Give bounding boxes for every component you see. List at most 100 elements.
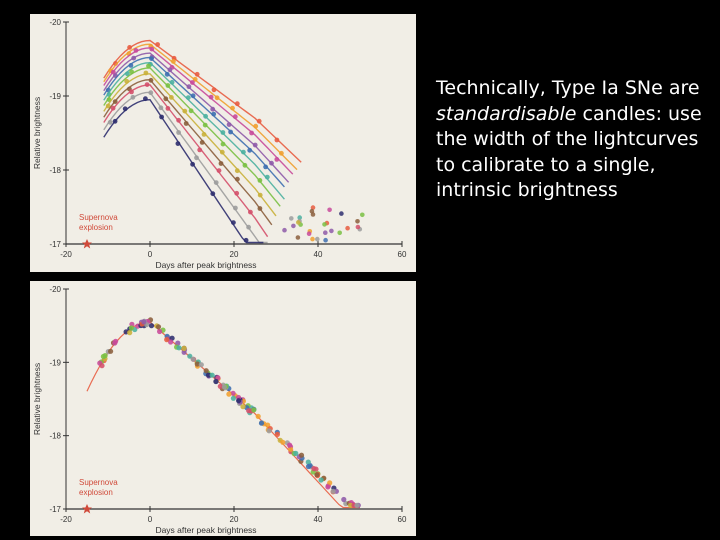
- observation-point: [233, 205, 238, 211]
- observation-point: [201, 132, 207, 137]
- x-axis-label: Days after peak brightness: [155, 260, 256, 270]
- y-tick-label: -20: [49, 285, 61, 294]
- observation-point: [148, 77, 154, 83]
- observation-point: [243, 237, 249, 243]
- explosion-annotation: Supernova explosion: [79, 213, 118, 232]
- observation-point: [164, 71, 170, 77]
- observation-point: [327, 207, 332, 213]
- observation-point: [129, 89, 134, 95]
- observation-point: [197, 147, 203, 153]
- observation-point: [125, 71, 130, 77]
- observation-point: [257, 178, 263, 183]
- observation-point: [128, 325, 134, 331]
- observation-point: [165, 106, 171, 111]
- observation-point: [155, 324, 162, 330]
- observation-point: [323, 237, 328, 243]
- observation-point: [309, 208, 315, 214]
- annotation-line: Supernova: [79, 478, 118, 487]
- observation-point: [203, 113, 209, 119]
- lightcurve-panel-corrected: -20 0 20 40 60 -20 -19 -18 -17 Days after peak br…: [30, 281, 416, 536]
- observation-point: [105, 103, 111, 109]
- observation-point: [155, 42, 160, 47]
- observation-point: [345, 225, 350, 231]
- observation-point: [295, 235, 301, 240]
- lightcurve-chart-uncorrected: -20 0 20 40 60 -20 -19 -18 -17 Days after peak br…: [32, 18, 407, 270]
- observation-point: [329, 228, 334, 234]
- observation-point: [330, 488, 336, 494]
- x-tick-label: -20: [60, 250, 72, 259]
- observation-point: [230, 390, 236, 396]
- observation-point: [337, 230, 343, 236]
- x-tick-label: -20: [60, 515, 72, 524]
- observation-point: [208, 94, 214, 100]
- observation-point: [220, 141, 226, 147]
- observation-point: [100, 353, 106, 360]
- observation-point: [143, 70, 149, 76]
- caption-text-start: Technically, Type Ia SNe are: [436, 77, 700, 99]
- observation-point: [291, 223, 296, 229]
- observation-point: [190, 93, 196, 99]
- lightcurve-line: [103, 91, 268, 244]
- observation-point: [194, 155, 199, 161]
- observation-point: [252, 142, 258, 148]
- explosion-annotation: Supernova explosion: [79, 478, 118, 497]
- observation-point: [305, 459, 311, 465]
- observation-point: [169, 79, 175, 85]
- observation-point: [274, 137, 280, 143]
- observation-point: [266, 428, 272, 434]
- observation-point: [127, 330, 133, 336]
- observation-point: [258, 420, 265, 426]
- observation-point: [141, 319, 147, 325]
- observation-point: [113, 338, 119, 344]
- observation-point: [146, 63, 151, 69]
- observation-point: [216, 168, 222, 174]
- observation-point: [274, 157, 280, 162]
- observation-point: [190, 80, 195, 85]
- y-tick-label: -18: [49, 432, 61, 441]
- lightcurve-line: [103, 39, 302, 163]
- x-tick-label: 0: [148, 515, 153, 524]
- observation-point: [306, 231, 312, 236]
- observation-point: [255, 413, 261, 419]
- observation-point: [263, 164, 268, 170]
- observation-point: [175, 141, 181, 146]
- observation-point: [269, 160, 274, 166]
- observation-point: [355, 224, 361, 230]
- observation-point: [213, 378, 219, 385]
- lightcurve-line: [103, 43, 298, 171]
- explosion-star-icon: [82, 239, 92, 249]
- observation-point: [341, 496, 347, 503]
- observation-point: [210, 191, 216, 197]
- observation-point: [186, 84, 192, 90]
- observation-point: [211, 87, 217, 93]
- x-tick-label: 40: [314, 250, 323, 259]
- y-tick-label: -19: [49, 92, 61, 101]
- observation-point: [235, 176, 240, 182]
- observation-point: [112, 118, 118, 124]
- lightcurve-chart-corrected: -20 0 20 40 60 -20 -19 -18 -17 Days after peak br…: [32, 285, 407, 535]
- observation-point: [218, 161, 224, 166]
- observation-point: [236, 398, 242, 404]
- observation-point: [205, 372, 212, 378]
- observation-point: [296, 220, 301, 225]
- explosion-star-icon: [82, 504, 92, 514]
- y-tick-label: -19: [49, 358, 61, 367]
- observation-point: [198, 362, 204, 368]
- y-tick-label: -20: [49, 18, 61, 27]
- observation-point: [264, 174, 270, 180]
- observation-point: [253, 123, 259, 129]
- observation-point: [176, 117, 182, 123]
- observation-point: [354, 502, 360, 508]
- observation-point: [199, 140, 205, 145]
- observation-point: [185, 95, 191, 100]
- observation-point: [282, 227, 287, 233]
- observation-point: [210, 106, 216, 112]
- observation-point: [110, 69, 116, 75]
- lightcurve-line: [103, 78, 273, 226]
- observation-point: [315, 236, 320, 242]
- observation-point: [127, 45, 132, 50]
- observation-point: [325, 484, 331, 490]
- lightcurve-line: [103, 98, 264, 244]
- observation-point: [305, 463, 312, 470]
- observation-point: [144, 82, 150, 87]
